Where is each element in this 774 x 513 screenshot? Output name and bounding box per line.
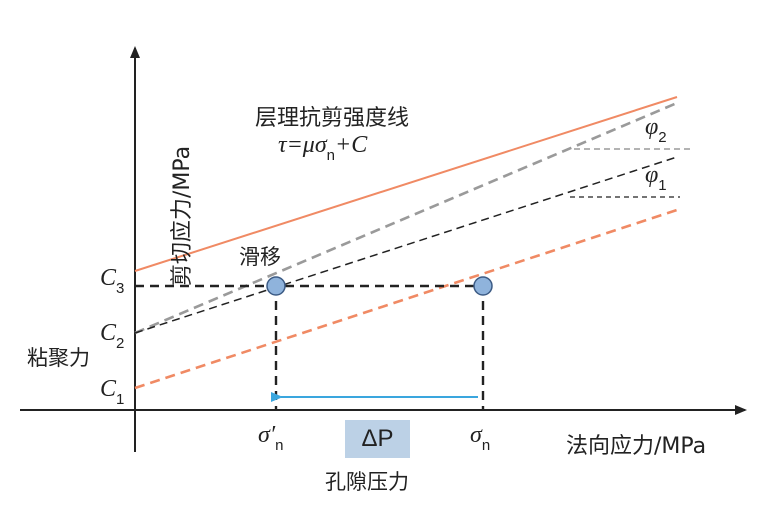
x-axis-label: 法向应力/MPa	[566, 434, 707, 459]
total-stress-point	[473, 276, 493, 296]
cohesion-label: 粘聚力	[27, 346, 90, 370]
c2-label: C2	[100, 320, 125, 352]
y-axis-label: 剪切应力/MPa	[170, 145, 195, 287]
strength-line-formula: τ=μσn+C	[278, 132, 368, 164]
sigma-prime-n-label: σ′n	[258, 422, 284, 454]
pore-pressure-label: 孔隙压力	[325, 470, 409, 494]
c3-label: C3	[100, 265, 125, 297]
sigma-n-label: σn	[470, 422, 491, 454]
delta-p-box: ΔP	[345, 420, 410, 458]
strength-line-title: 层理抗剪强度线	[255, 106, 410, 131]
phi2-label: φ2	[645, 114, 667, 146]
phi1-label: φ1	[645, 162, 667, 194]
black-dashed-line	[134, 156, 678, 334]
effective-stress-point	[266, 276, 286, 296]
slip-label: 滑移	[239, 245, 281, 269]
gray-dashed-line	[134, 101, 678, 335]
strength-line	[134, 96, 678, 272]
c1-label: C1	[100, 376, 125, 408]
